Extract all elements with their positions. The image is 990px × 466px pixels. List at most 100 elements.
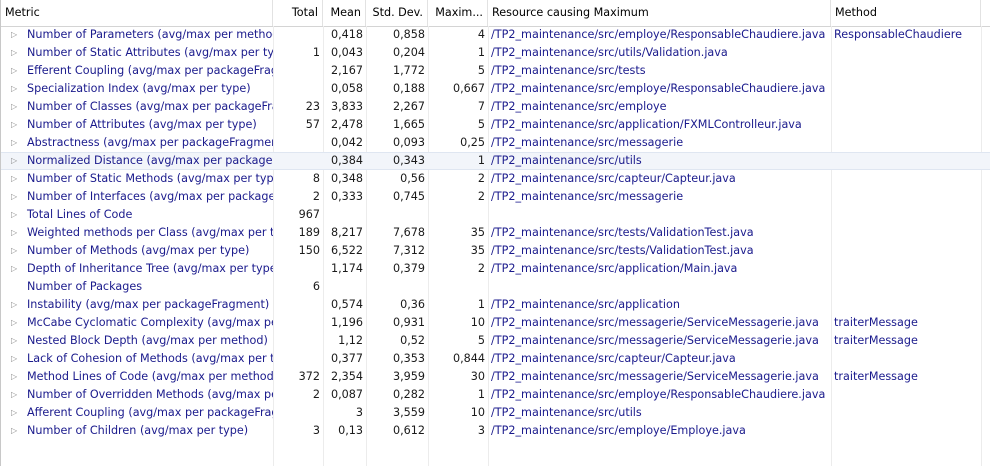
table-row[interactable]: ▷ Number of Parameters (avg/max per metho… [1, 26, 990, 44]
table-row[interactable]: ▷ Number of Children (avg/max per type) 3 0… [1, 422, 990, 440]
cell-maximum [428, 278, 488, 296]
cell-resource: /TP2_maintenance/src/utils [491, 154, 642, 167]
table-row[interactable]: ▷ Method Lines of Code (avg/max per metho… [1, 368, 990, 386]
cell-total [273, 80, 323, 98]
table-row[interactable]: ▷ Efferent Coupling (avg/max per packageF… [1, 62, 990, 80]
cell-total [273, 26, 323, 44]
table-row[interactable]: ▷ Lack of Cohesion of Methods (avg/max pe… [1, 350, 990, 368]
table-row[interactable]: ▷ Number of Classes (avg/max per packageF… [1, 98, 990, 116]
table-row[interactable]: ▷ Normalized Distance (avg/max per packag… [1, 152, 990, 170]
expand-arrow-icon[interactable]: ▷ [11, 246, 18, 255]
cell-metric: Afferent Coupling (avg/max per packageFr… [27, 406, 273, 419]
cell-method: traiterMessage [834, 334, 918, 347]
column-header-metric[interactable]: Metric [1, 0, 273, 26]
expand-arrow-icon[interactable]: ▷ [11, 300, 18, 309]
cell-method [831, 116, 981, 134]
expand-arrow-icon[interactable]: ▷ [11, 30, 18, 39]
table-row[interactable]: ▷ Instability (avg/max per packageFragmen… [1, 296, 990, 314]
table-row[interactable]: ▷ Weighted methods per Class (avg/max per… [1, 224, 990, 242]
cell-total: 2 [312, 190, 320, 203]
expand-arrow-icon[interactable]: ▷ [11, 174, 18, 183]
table-row[interactable]: ▷ Number of Attributes (avg/max per type)… [1, 116, 990, 134]
cell-resource: /TP2_maintenance/src/employe/Responsable… [491, 388, 826, 401]
table-row[interactable]: Number of Packages 6 [1, 278, 990, 296]
cell-total: 372 [298, 370, 320, 383]
cell-std-dev: 0,56 [400, 172, 425, 185]
cell-maximum: 2 [477, 172, 485, 185]
cell-metric: Depth of Inheritance Tree (avg/max per t… [27, 262, 273, 275]
column-header-maximum[interactable]: Maxim... [428, 0, 488, 26]
cell-mean: 0,348 [330, 172, 363, 185]
table-row[interactable]: ▷ McCabe Cyclomatic Complexity (avg/max p… [1, 314, 990, 332]
table-row[interactable]: ▷ Number of Static Attributes (avg/max pe… [1, 44, 990, 62]
cell-maximum: 5 [477, 64, 485, 77]
cell-total [273, 134, 323, 152]
cell-total: 57 [305, 118, 320, 131]
cell-metric: Weighted methods per Class (avg/max per … [27, 226, 273, 239]
cell-method [831, 260, 981, 278]
expand-arrow-icon[interactable]: ▷ [11, 426, 18, 435]
table-row[interactable]: ▷ Number of Methods (avg/max per type) 150… [1, 242, 990, 260]
expand-arrow-icon[interactable]: ▷ [11, 354, 18, 363]
cell-total [273, 404, 323, 422]
cell-method [831, 98, 981, 116]
cell-resource: /TP2_maintenance/src/application/FXMLCon… [491, 118, 802, 131]
cell-metric: Number of Attributes (avg/max per type) [27, 118, 257, 131]
expand-arrow-icon[interactable]: ▷ [11, 264, 18, 273]
cell-maximum: 2 [477, 262, 485, 275]
expand-arrow-icon[interactable]: ▷ [11, 318, 18, 327]
expand-arrow-icon[interactable]: ▷ [11, 156, 18, 165]
cell-maximum: 7 [477, 100, 485, 113]
cell-resource: /TP2_maintenance/src/capteur/Capteur.jav… [491, 352, 736, 365]
column-header-resource[interactable]: Resource causing Maximum [488, 0, 831, 26]
cell-method [831, 206, 981, 224]
table-row[interactable]: ▷ Specialization Index (avg/max per type)… [1, 80, 990, 98]
expand-arrow-icon[interactable]: ▷ [11, 84, 18, 93]
column-header-std-dev[interactable]: Std. Dev. [366, 0, 428, 26]
cell-maximum: 0,25 [460, 136, 485, 149]
expand-arrow-icon[interactable]: ▷ [11, 228, 18, 237]
cell-maximum: 1 [477, 298, 485, 311]
cell-std-dev: 0,745 [392, 190, 425, 203]
cell-std-dev: 0,353 [392, 352, 425, 365]
table-row[interactable]: ▷ Number of Static Methods (avg/max per t… [1, 170, 990, 188]
cell-method [831, 404, 981, 422]
expand-arrow-icon[interactable]: ▷ [11, 48, 18, 57]
expand-arrow-icon[interactable]: ▷ [11, 66, 18, 75]
cell-std-dev: 0,343 [392, 154, 425, 167]
expand-arrow-icon[interactable]: ▷ [11, 336, 18, 345]
cell-resource: /TP2_maintenance/src/employe/Responsable… [491, 82, 826, 95]
cell-metric: Abstractness (avg/max per packageFragmen… [27, 136, 273, 149]
column-header-method[interactable]: Method [831, 0, 981, 26]
expand-arrow-icon[interactable]: ▷ [11, 120, 18, 129]
table-row[interactable]: ▷ Depth of Inheritance Tree (avg/max per … [1, 260, 990, 278]
table-row[interactable]: ▷ Afferent Coupling (avg/max per packageF… [1, 404, 990, 422]
cell-method [831, 296, 981, 314]
expand-arrow-icon[interactable]: ▷ [11, 102, 18, 111]
expand-arrow-icon[interactable]: ▷ [11, 408, 18, 417]
cell-resource: /TP2_maintenance/src/application/Main.ja… [491, 262, 738, 275]
expand-arrow-icon[interactable]: ▷ [11, 192, 18, 201]
table-row[interactable]: ▷ Number of Interfaces (avg/max per packa… [1, 188, 990, 206]
table-row[interactable]: ▷ Abstractness (avg/max per packageFragme… [1, 134, 990, 152]
cell-method [831, 134, 981, 152]
expand-arrow-icon[interactable]: ▷ [11, 372, 18, 381]
expand-arrow-icon[interactable]: ▷ [11, 210, 18, 219]
column-divider [981, 26, 982, 466]
cell-mean: 6,522 [330, 244, 363, 257]
cell-method [831, 350, 981, 368]
table-row[interactable]: ▷ Nested Block Depth (avg/max per method)… [1, 332, 990, 350]
expand-arrow-icon[interactable]: ▷ [11, 138, 18, 147]
table-row[interactable]: ▷ Number of Overridden Methods (avg/max p… [1, 386, 990, 404]
expand-arrow-icon[interactable]: ▷ [11, 390, 18, 399]
cell-std-dev: 7,312 [392, 244, 425, 257]
column-header-mean[interactable]: Mean [323, 0, 366, 26]
column-header-total[interactable]: Total [273, 0, 323, 26]
cell-std-dev: 0,858 [392, 28, 425, 41]
cell-method [831, 80, 981, 98]
cell-resource: /TP2_maintenance/src/capteur/Capteur.jav… [491, 172, 736, 185]
table-row[interactable]: ▷ Total Lines of Code 967 [1, 206, 990, 224]
cell-mean: 0,377 [330, 352, 363, 365]
cell-maximum: 0,667 [452, 82, 485, 95]
